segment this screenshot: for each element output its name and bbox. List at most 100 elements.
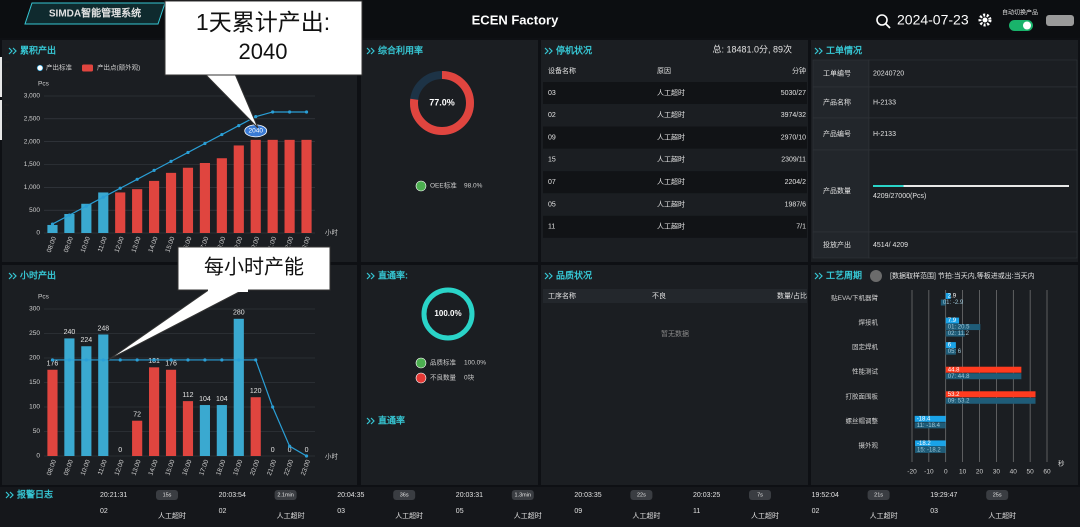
row-label: 投放产出 (823, 240, 851, 249)
title-icon (814, 272, 823, 280)
value-label: 248 (97, 325, 109, 332)
panel (2, 40, 357, 262)
panel-title: 综合利用率 (378, 44, 423, 55)
settings-icon[interactable] (978, 13, 992, 27)
alarm-reason: 人工超时 (751, 511, 779, 520)
line-point (186, 150, 190, 155)
exit-button[interactable] (1046, 15, 1074, 26)
bar (945, 342, 956, 349)
donut-label: 77.0% (429, 97, 455, 107)
category-label: 螺丝帽调整 (846, 416, 879, 425)
row-label-cell (812, 149, 870, 233)
logo-frame (24, 2, 166, 25)
value-label: 09: 53.2 (948, 398, 970, 404)
x-tick-label: 0 (944, 469, 948, 476)
legend-label: 品质标准 (430, 358, 457, 367)
value-label: 01: -2.9 (943, 300, 964, 306)
alarm-reason: 人工超时 (277, 511, 305, 520)
bar (216, 405, 227, 456)
table-row (543, 82, 807, 104)
panel-title: 直通率 (378, 414, 405, 425)
logo: SIMDA智能管理系统 (49, 7, 141, 20)
value-label: 07: 44.8 (948, 374, 970, 380)
bar (81, 346, 92, 456)
title-icon (5, 491, 14, 499)
title-icon (366, 417, 375, 425)
value-label: 120 (250, 388, 262, 395)
value-label: 224 (81, 337, 93, 344)
row-label: 工单编号 (823, 68, 851, 77)
alarm-badge (867, 490, 890, 500)
bar (250, 139, 261, 233)
legend-value: 98.0% (464, 183, 483, 190)
panel-title: 工单情况 (826, 44, 862, 55)
x-tick-label: -20 (907, 469, 917, 476)
y-tick-label: 200 (29, 355, 40, 362)
table-header-row (543, 289, 807, 303)
alarm-time: 20:03:31 (456, 492, 483, 499)
y-axis-label: Pcs (38, 294, 50, 301)
alarm-device: 03 (337, 508, 345, 515)
alarm-time: 20:04:35 (337, 492, 364, 499)
table-cell: 07 (548, 179, 556, 186)
category-label: 固定焊机 (852, 342, 879, 351)
panel (361, 265, 538, 485)
callout-box (177, 246, 331, 291)
search-icon[interactable] (876, 14, 891, 29)
table-cell: 11 (548, 224, 555, 231)
bar (98, 334, 109, 456)
table-cell: 人工超时 (657, 110, 685, 119)
title-icon (544, 272, 553, 280)
callout: 1天累计产出: 2040 (164, 0, 363, 290)
table-cell: 人工超时 (657, 132, 685, 141)
y-axis-label: Pcs (38, 81, 50, 88)
alarm-duration: 21s (874, 492, 883, 498)
row-label-cell (812, 86, 870, 119)
row-label: 产品数量 (823, 186, 851, 195)
legend-marker (36, 64, 44, 72)
x-tick-label: 20 (976, 469, 984, 476)
line-point (84, 204, 88, 208)
y-tick-label: 3,000 (24, 93, 41, 100)
value-label: 15: -18.2 (917, 448, 941, 454)
line-point (254, 115, 258, 119)
alarm-badge (986, 490, 1009, 500)
value-label: 0 (271, 447, 275, 454)
line (52, 111, 307, 225)
alarm-time: 19:29:47 (930, 492, 957, 499)
row-value-cell (868, 149, 1078, 233)
row-value: 4514/ 4209 (873, 242, 908, 249)
line-point (101, 195, 105, 199)
bar (915, 440, 946, 447)
line-point (84, 358, 88, 362)
line-point (67, 358, 72, 362)
y-tick-label: 2,500 (24, 116, 41, 123)
alarm-device: 02 (219, 508, 227, 515)
side-tab-label: 产品列表 (2, 102, 10, 131)
value-label: 176 (47, 361, 59, 368)
line-point (304, 454, 309, 458)
bar (914, 415, 946, 422)
auto-switch-toggle[interactable] (1009, 20, 1033, 31)
line-point (287, 444, 292, 448)
bar (945, 330, 965, 337)
table-cell: 03 (548, 90, 556, 97)
line (52, 359, 307, 457)
bar (165, 172, 177, 233)
title-icon (8, 272, 17, 280)
value-label: 53.2 (948, 392, 960, 398)
content: 产线列表产品列表05001,0001,5002,0002,5003,00008:… (2, 47, 1078, 520)
table-header: 分钟 (792, 66, 806, 75)
line-point (169, 159, 173, 163)
table-row (543, 171, 807, 194)
table-cell: 02 (548, 112, 556, 119)
date[interactable]: 2024-07-23 (897, 12, 969, 28)
value-label: 280 (233, 310, 245, 317)
progress-track (873, 185, 1069, 187)
x-tick-label: -10 (924, 469, 934, 476)
bar (199, 405, 210, 456)
alarm-badge (393, 490, 416, 500)
category-label: 打胶面围板 (846, 391, 879, 400)
panel-title: 品质状况 (556, 269, 592, 280)
help-icon[interactable] (870, 270, 882, 282)
